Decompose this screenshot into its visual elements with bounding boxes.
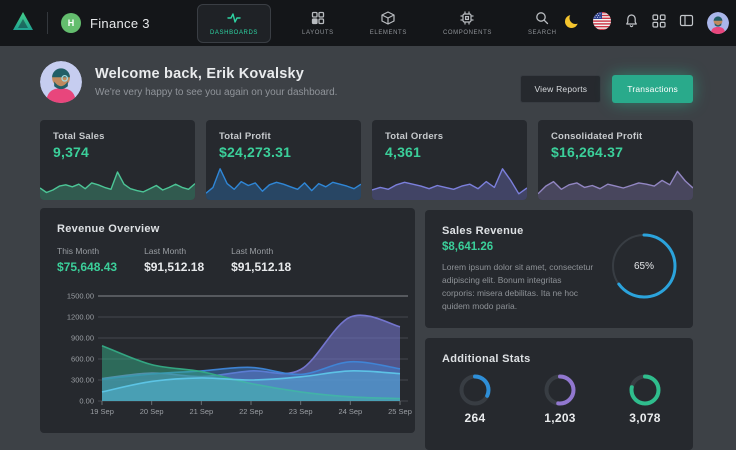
nav-item-components[interactable]: COMPONENTS bbox=[438, 4, 497, 43]
welcome-title: Welcome back, Erik Kovalsky bbox=[95, 66, 305, 82]
card-value: $16,264.37 bbox=[551, 144, 624, 160]
panel-title: Sales Revenue bbox=[442, 225, 524, 237]
additional-stat-value: 264 bbox=[464, 411, 486, 425]
apps-grid-icon[interactable] bbox=[652, 13, 666, 33]
navbar-actions bbox=[564, 0, 729, 46]
welcome-header: Welcome back, Erik Kovalsky We're very h… bbox=[40, 61, 337, 103]
sales-revenue-description: Lorem ipsum dolor sit amet, consectetur … bbox=[442, 262, 594, 311]
app-logo[interactable] bbox=[12, 11, 34, 36]
sparkline-chart bbox=[372, 168, 527, 200]
card-total-orders: Total Orders 4,361 bbox=[372, 120, 527, 200]
revenue-overview-panel: Revenue Overview This Month $75,648.43 L… bbox=[40, 208, 415, 433]
nav-item-label: ELEMENTS bbox=[369, 29, 407, 36]
workspace-badge[interactable]: H bbox=[61, 13, 81, 33]
card-title: Total Orders bbox=[385, 131, 444, 142]
stat-last-month: Last Month $91,512.18 bbox=[144, 246, 204, 274]
donut-chart bbox=[544, 374, 576, 406]
us-flag-icon[interactable] bbox=[593, 11, 611, 35]
additional-stats-panel: Additional Stats 264 1,203 3,078 bbox=[425, 338, 693, 450]
card-total-sales: Total Sales 9,374 bbox=[40, 120, 195, 200]
sparkline-chart bbox=[40, 171, 195, 200]
layout-grid-icon bbox=[311, 11, 325, 27]
stat-cards-row: Total Sales 9,374 Total Profit $24,273.3… bbox=[40, 120, 693, 200]
svg-text:1500.00: 1500.00 bbox=[67, 292, 94, 301]
box-icon bbox=[381, 10, 395, 27]
search-icon bbox=[535, 11, 549, 27]
additional-stat-value: 3,078 bbox=[629, 411, 661, 425]
stat-label: This Month bbox=[57, 246, 100, 256]
activity-icon bbox=[227, 11, 241, 27]
sales-revenue-value: $8,641.26 bbox=[442, 241, 494, 253]
additional-stat-value: 1,203 bbox=[544, 411, 576, 425]
moon-icon[interactable] bbox=[564, 11, 582, 34]
svg-text:600.00: 600.00 bbox=[71, 355, 94, 364]
stat-last-month-2: Last Month $91,512.18 bbox=[231, 246, 291, 274]
card-title: Total Profit bbox=[219, 131, 271, 142]
svg-text:0.00: 0.00 bbox=[79, 397, 94, 406]
additional-stat: 1,203 bbox=[544, 374, 576, 425]
stat-label: Last Month bbox=[231, 246, 274, 256]
card-value: 4,361 bbox=[385, 144, 422, 160]
nav-item-elements[interactable]: ELEMENTS bbox=[365, 4, 412, 43]
transactions-button[interactable]: Transactions bbox=[612, 75, 693, 103]
nav-item-search[interactable]: SEARCH bbox=[523, 4, 562, 43]
top-navbar: H Finance 3 DASHBOARDS LAYOUTS EL bbox=[0, 0, 736, 46]
sidebar-toggle-icon[interactable] bbox=[679, 13, 694, 33]
user-avatar[interactable] bbox=[707, 12, 729, 34]
stat-label: Last Month bbox=[144, 246, 187, 256]
card-consolidated-profit: Consolidated Profit $16,264.37 bbox=[538, 120, 693, 200]
card-title: Total Sales bbox=[53, 131, 105, 142]
svg-text:300.00: 300.00 bbox=[71, 376, 94, 385]
main-nav: DASHBOARDS LAYOUTS ELEMENTS bbox=[197, 0, 562, 46]
view-reports-button[interactable]: View Reports bbox=[520, 75, 602, 103]
sparkline-chart bbox=[206, 168, 361, 200]
welcome-actions: View Reports Transactions bbox=[520, 75, 693, 103]
svg-text:1200.00: 1200.00 bbox=[67, 313, 94, 322]
profile-avatar bbox=[40, 61, 82, 103]
sales-revenue-panel: Sales Revenue $8,641.26 Lorem ipsum dolo… bbox=[425, 210, 693, 328]
nav-item-dashboards[interactable]: DASHBOARDS bbox=[197, 3, 272, 43]
stat-value: $75,648.43 bbox=[57, 260, 118, 274]
cpu-icon bbox=[460, 11, 474, 27]
bell-icon[interactable] bbox=[624, 13, 639, 33]
svg-text:900.00: 900.00 bbox=[71, 334, 94, 343]
card-value: $24,273.31 bbox=[219, 144, 292, 160]
donut-percent-label: 65% bbox=[633, 260, 654, 272]
brand-divider bbox=[47, 12, 48, 34]
additional-stat: 264 bbox=[459, 374, 491, 425]
donut-chart bbox=[629, 374, 661, 406]
sales-donut: 65% bbox=[611, 233, 677, 299]
sparkline-chart bbox=[538, 170, 693, 200]
card-value: 9,374 bbox=[53, 144, 90, 160]
card-total-profit: Total Profit $24,273.31 bbox=[206, 120, 361, 200]
stat-this-month: This Month $75,648.43 bbox=[57, 246, 117, 274]
additional-stats-items: 264 1,203 3,078 bbox=[425, 365, 693, 425]
card-title: Consolidated Profit bbox=[551, 131, 643, 142]
nav-item-label: LAYOUTS bbox=[302, 29, 334, 36]
panel-title: Additional Stats bbox=[442, 353, 531, 365]
revenue-stats: This Month $75,648.43 Last Month $91,512… bbox=[40, 235, 415, 274]
app-title: Finance 3 bbox=[90, 15, 150, 31]
stat-value: $91,512.18 bbox=[231, 260, 292, 274]
panel-title: Revenue Overview bbox=[57, 223, 160, 235]
stat-value: $91,512.18 bbox=[144, 260, 205, 274]
additional-stat: 3,078 bbox=[629, 374, 661, 425]
welcome-subtitle: We're very happy to see you again on you… bbox=[95, 87, 338, 98]
nav-item-layouts[interactable]: LAYOUTS bbox=[297, 4, 339, 43]
donut-chart bbox=[611, 233, 677, 299]
nav-item-label: SEARCH bbox=[527, 29, 557, 36]
nav-item-label: DASHBOARDS bbox=[210, 29, 259, 36]
donut-chart bbox=[459, 374, 491, 406]
nav-item-label: COMPONENTS bbox=[442, 29, 492, 36]
